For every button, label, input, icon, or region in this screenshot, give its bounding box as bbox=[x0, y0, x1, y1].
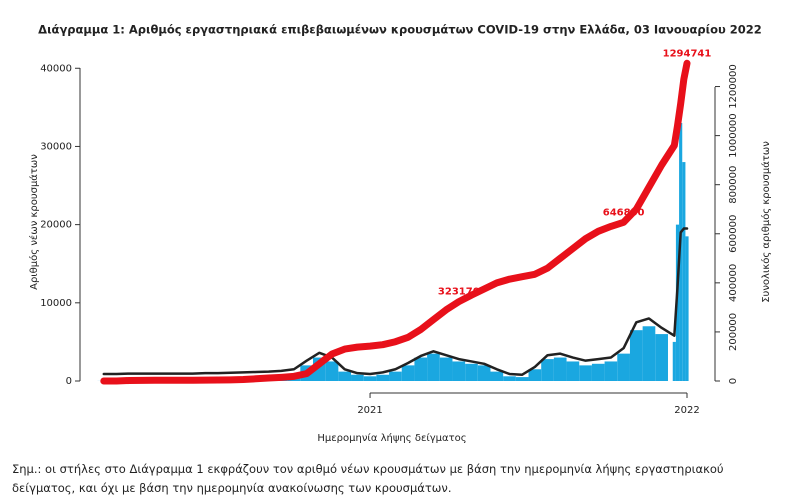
bar bbox=[503, 376, 516, 381]
bar bbox=[591, 363, 605, 381]
y-tick-label: 40000 bbox=[40, 63, 72, 74]
bar bbox=[363, 376, 377, 381]
x-tick-label: 2021 bbox=[357, 405, 382, 416]
bar bbox=[682, 162, 686, 381]
y-tick-label: 10000 bbox=[40, 298, 72, 309]
bar bbox=[325, 361, 339, 381]
bar bbox=[579, 365, 592, 381]
bar bbox=[465, 363, 478, 381]
data-label: 646830 bbox=[603, 207, 645, 218]
bar bbox=[351, 374, 364, 381]
y2-tick-label: 200000 bbox=[728, 313, 739, 351]
bar bbox=[452, 361, 466, 381]
note: Σημ.: οι στήλες στο Διάγραμμα 1 εκφράζου… bbox=[12, 462, 724, 495]
bar bbox=[414, 357, 428, 381]
y2-tick-label: 600000 bbox=[728, 215, 739, 253]
bar bbox=[629, 330, 643, 381]
bar bbox=[389, 371, 402, 381]
bar bbox=[376, 374, 390, 381]
bar bbox=[490, 371, 504, 381]
bar bbox=[541, 359, 554, 381]
y2-tick-label: 1000000 bbox=[728, 113, 739, 158]
x-axis-label: Ημερομηνία λήψης δείγματος bbox=[317, 432, 466, 444]
y-tick-label: 20000 bbox=[40, 220, 72, 231]
bar bbox=[477, 365, 491, 381]
bar bbox=[439, 357, 453, 381]
bar bbox=[642, 326, 656, 381]
bar bbox=[401, 365, 415, 381]
y-tick-label: 30000 bbox=[40, 141, 72, 152]
bar bbox=[617, 353, 630, 381]
y2-tick-label: 1200000 bbox=[728, 64, 739, 109]
data-label: 1294741 bbox=[663, 48, 712, 59]
chart-title: Διάγραμμα 1: Αριθμός εργαστηριακά επιβεβ… bbox=[38, 23, 762, 37]
y-axis-label: Αριθμός νέων κρουσμάτων bbox=[28, 154, 40, 290]
bar bbox=[685, 236, 689, 381]
bar bbox=[655, 334, 668, 381]
bar bbox=[553, 357, 567, 381]
y2-tick-label: 800000 bbox=[728, 166, 739, 204]
cumulative-line bbox=[100, 59, 691, 385]
y-tick-label: 0 bbox=[66, 376, 72, 387]
bar bbox=[515, 377, 529, 381]
x-tick-label: 2022 bbox=[674, 405, 699, 416]
bar bbox=[604, 361, 618, 381]
average-line bbox=[102, 227, 689, 376]
bar bbox=[427, 353, 440, 381]
chart: Διάγραμμα 1: Αριθμός εργαστηριακά επιβεβ… bbox=[28, 23, 772, 445]
y2-tick-label: 400000 bbox=[728, 264, 739, 302]
bar bbox=[338, 371, 352, 381]
y2-tick-label: 0 bbox=[728, 378, 739, 384]
data-label: 323170 bbox=[438, 287, 480, 298]
bar bbox=[566, 361, 580, 381]
bar bbox=[672, 341, 676, 381]
y2-axis-label: Συνολικός αριθμός κρουσμάτων bbox=[760, 141, 772, 303]
bar bbox=[528, 369, 542, 381]
